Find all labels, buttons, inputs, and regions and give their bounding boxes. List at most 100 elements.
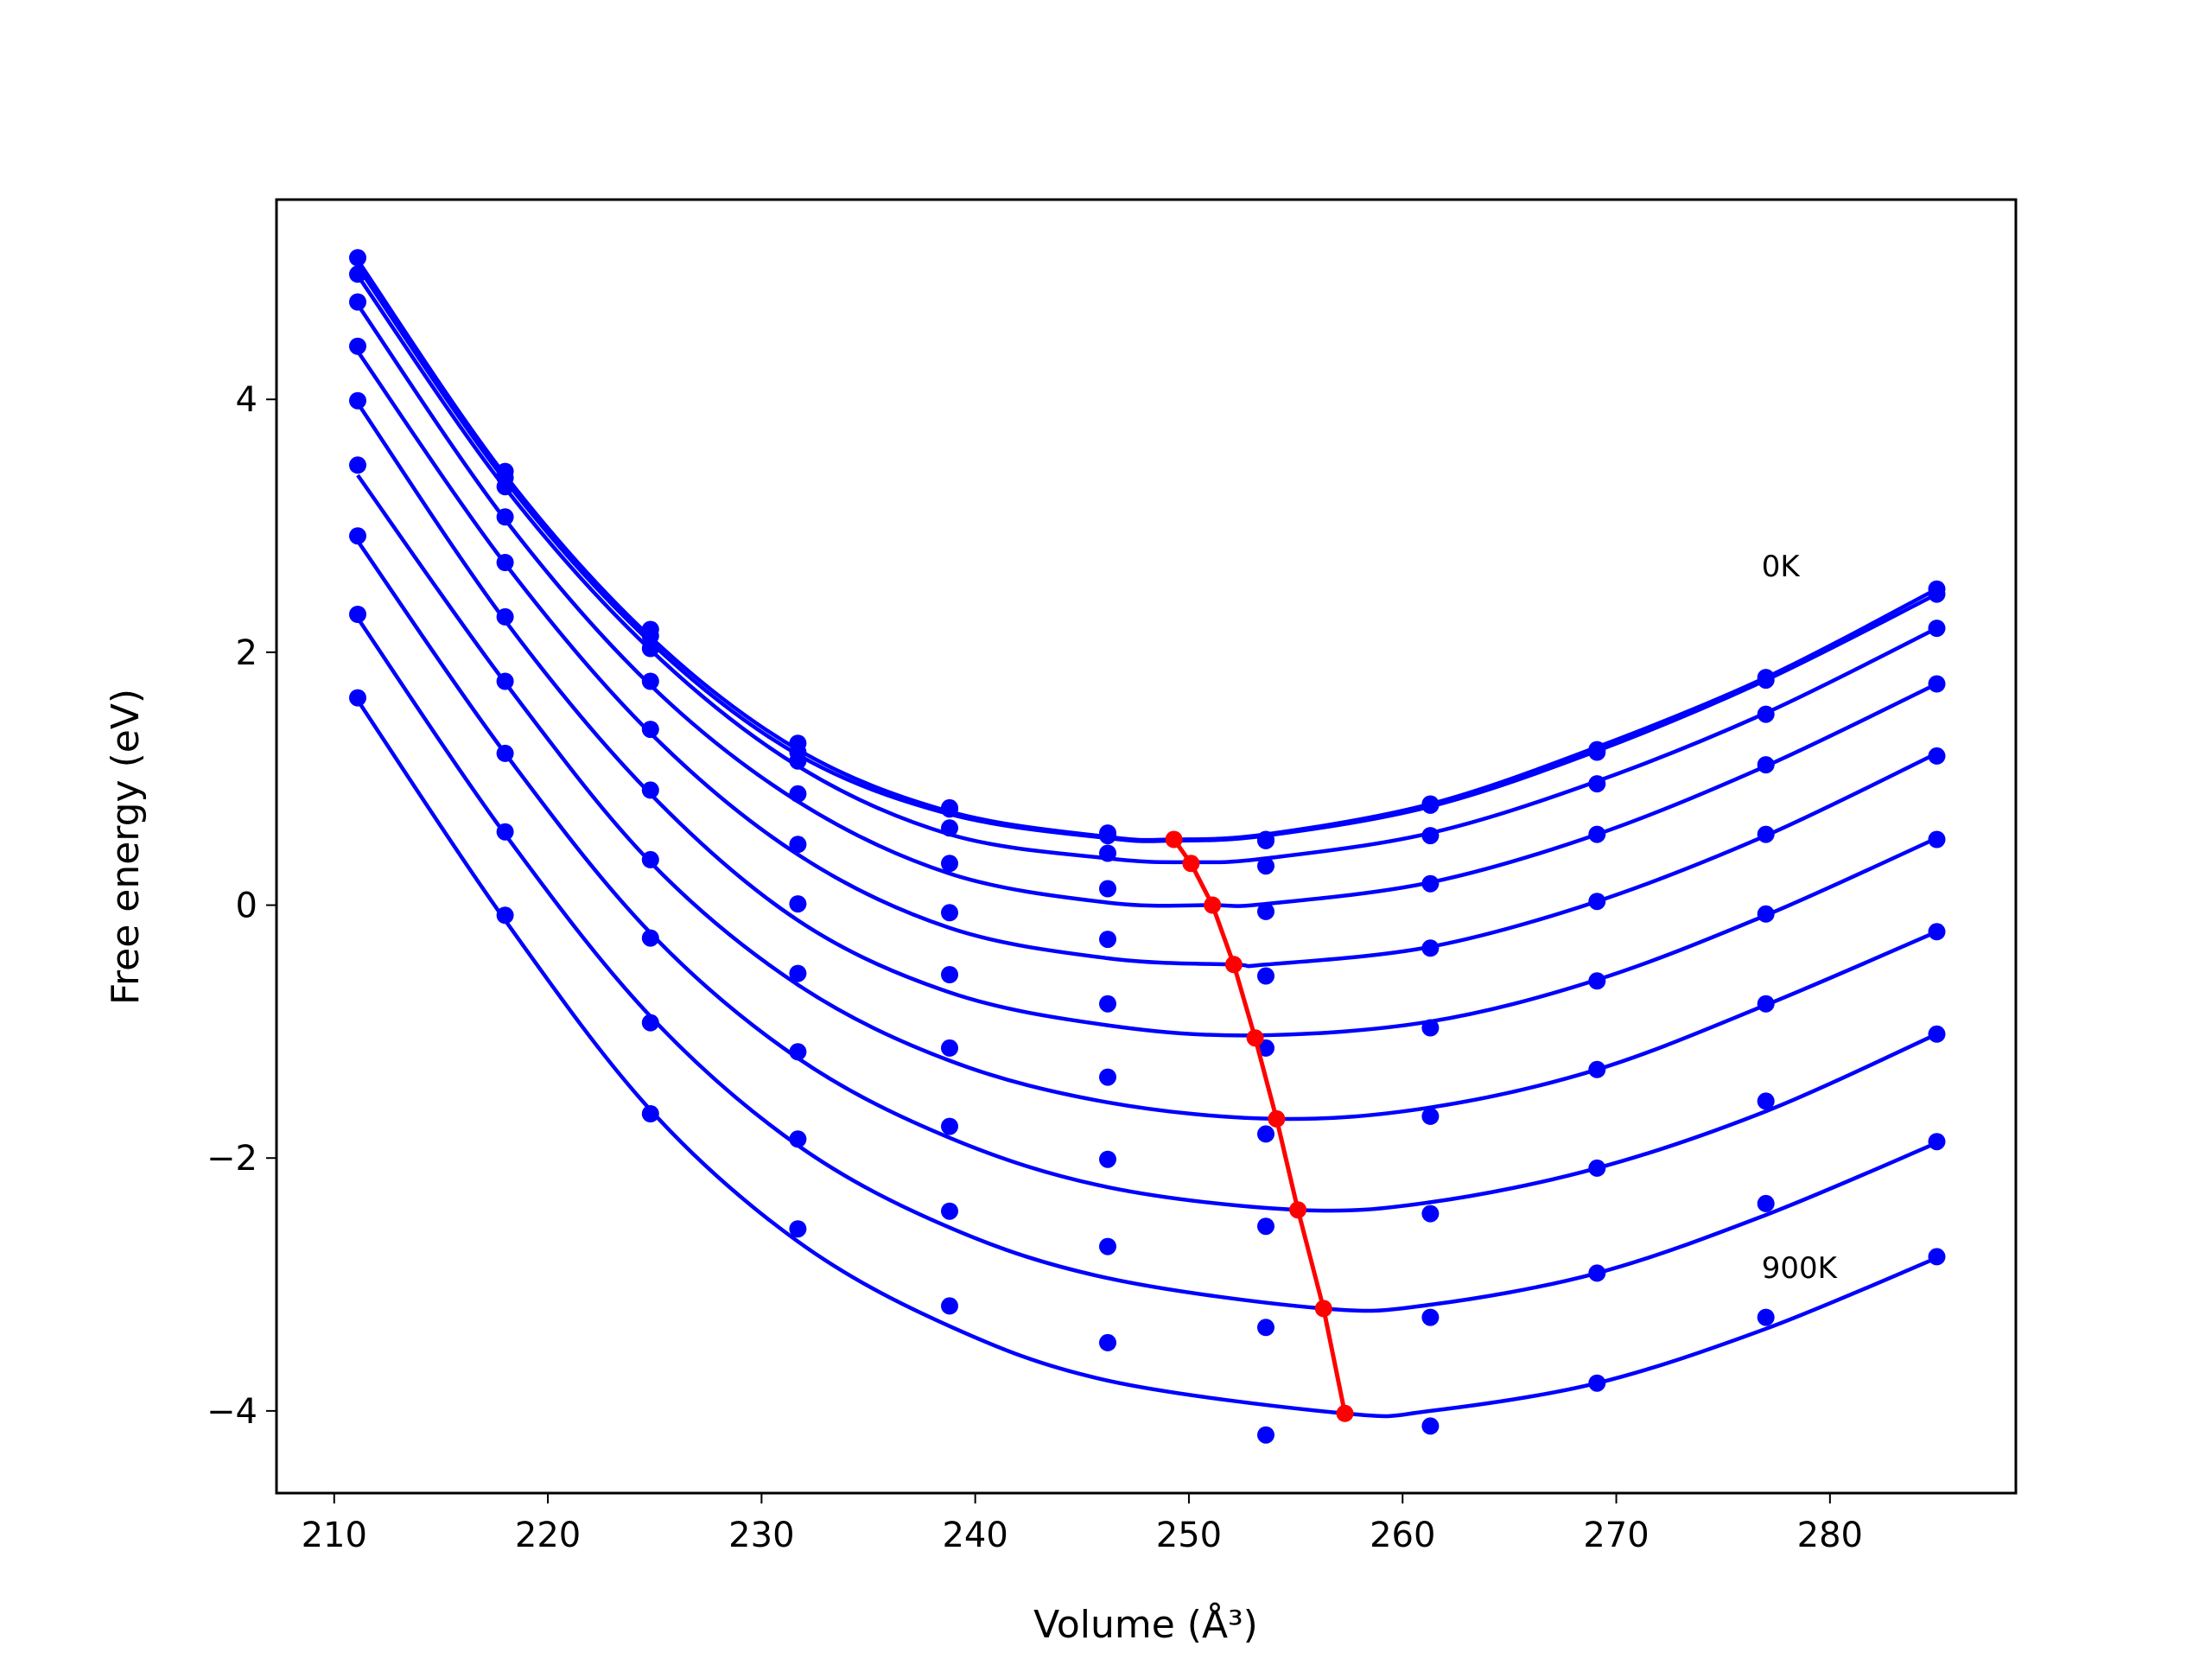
data-point-7-6 xyxy=(1257,1217,1274,1236)
fit-curve-2 xyxy=(356,274,1938,865)
data-point-9-5 xyxy=(1257,1426,1274,1444)
data-point-5-3 xyxy=(789,895,807,913)
data-point-4-4 xyxy=(941,904,958,922)
data-point-4-1 xyxy=(496,554,514,571)
fit-curve-1 xyxy=(356,265,1938,843)
data-point-9-8 xyxy=(1757,1308,1775,1326)
data-point-5-2 xyxy=(641,781,659,799)
x-tick-label-250: 250 xyxy=(1156,1516,1222,1555)
fit-curve-0 xyxy=(356,258,1938,842)
data-point-8-0 xyxy=(349,689,366,707)
data-point-8-1 xyxy=(496,823,514,841)
fit-curve-9 xyxy=(356,699,1938,1419)
fit-curve-5 xyxy=(356,402,1938,1038)
data-point-4-7 xyxy=(1421,939,1440,957)
minima-point-7 xyxy=(1314,1300,1332,1318)
fit-curve-3 xyxy=(356,303,1938,908)
data-point-7-4 xyxy=(941,1117,958,1135)
data-point-1-8 xyxy=(1588,743,1606,761)
data-point-2-2 xyxy=(641,639,659,658)
data-point-5-7 xyxy=(1421,1019,1440,1037)
y-axis-ticks: −4 −2 0 2 4 xyxy=(207,380,276,1432)
data-point-7-3 xyxy=(789,1043,807,1061)
x-tick-label-240: 240 xyxy=(942,1516,1007,1555)
y-axis-label: Free energy (eV) xyxy=(104,689,148,1005)
data-point-1-5 xyxy=(1099,827,1116,845)
data-point-8-3 xyxy=(789,1130,807,1148)
data-point-7-10 xyxy=(1928,1025,1946,1043)
data-point-1-7 xyxy=(1421,796,1440,814)
data-point-3-9 xyxy=(1757,756,1775,774)
data-point-4-0 xyxy=(349,391,366,410)
data-point-2-9 xyxy=(1757,705,1775,723)
y-tick-label-2: 2 xyxy=(236,633,257,673)
data-point-2-8 xyxy=(1588,775,1606,793)
data-point-3-5 xyxy=(1099,880,1116,898)
data-point-9-1 xyxy=(641,1105,659,1122)
data-point-3-3 xyxy=(789,785,807,803)
data-point-1-10 xyxy=(1928,585,1946,603)
data-point-7-1 xyxy=(496,744,514,762)
data-point-8-9 xyxy=(1757,1194,1775,1212)
data-point-5-5 xyxy=(1099,995,1116,1013)
data-point-7-7 xyxy=(1421,1205,1440,1223)
minima-point-6 xyxy=(1289,1201,1307,1219)
data-point-6-10 xyxy=(1928,923,1946,941)
data-point-4-2 xyxy=(641,721,659,739)
data-point-7-5 xyxy=(1099,1150,1116,1168)
data-point-6-2 xyxy=(641,850,659,868)
data-point-5-9 xyxy=(1757,905,1775,923)
data-point-4-3 xyxy=(789,836,807,854)
x-axis-label: Volume (Å³) xyxy=(1033,1601,1258,1647)
minima-point-4 xyxy=(1246,1029,1264,1047)
data-point-6-6 xyxy=(1257,1125,1274,1143)
data-point-1-4 xyxy=(941,798,958,817)
data-point-4-10 xyxy=(1928,747,1946,765)
data-point-6-3 xyxy=(789,964,807,982)
data-point-3-10 xyxy=(1928,675,1946,693)
data-point-2-1 xyxy=(496,478,514,496)
data-point-5-10 xyxy=(1928,830,1946,849)
data-point-5-0 xyxy=(349,456,366,474)
x-tick-label-230: 230 xyxy=(728,1516,794,1555)
data-point-7-9 xyxy=(1757,1092,1775,1110)
data-point-1-9 xyxy=(1757,671,1775,690)
plot-frame xyxy=(275,198,2018,1495)
data-point-3-7 xyxy=(1421,874,1440,893)
data-point-5-8 xyxy=(1588,972,1606,990)
data-point-8-4 xyxy=(941,1202,958,1220)
data-point-2-7 xyxy=(1421,827,1440,845)
data-point-6-5 xyxy=(1099,1068,1116,1086)
data-point-3-4 xyxy=(941,855,958,873)
data-point-9-7 xyxy=(1588,1374,1606,1392)
data-point-4-9 xyxy=(1757,825,1775,843)
x-tick-label-280: 280 xyxy=(1797,1516,1863,1555)
y-tick-label--4: −4 xyxy=(207,1392,257,1432)
data-point-2-5 xyxy=(1099,844,1116,862)
data-point-9-4 xyxy=(1099,1333,1116,1351)
data-points-layer xyxy=(349,249,1946,1444)
y-tick-label-0: 0 xyxy=(236,887,257,926)
x-tick-label-210: 210 xyxy=(302,1516,367,1555)
data-point-9-9 xyxy=(1928,1248,1946,1266)
fit-curve-4 xyxy=(356,350,1938,969)
data-point-2-3 xyxy=(789,752,807,770)
annotation-0k: 0K xyxy=(1762,550,1802,584)
y-tick-label-4: 4 xyxy=(236,380,257,420)
fit-curves-layer xyxy=(356,258,1938,1419)
data-point-9-0 xyxy=(496,906,514,925)
data-point-4-8 xyxy=(1588,893,1606,911)
minima-point-3 xyxy=(1224,956,1243,974)
data-point-9-6 xyxy=(1421,1417,1440,1435)
data-point-3-8 xyxy=(1588,825,1606,843)
data-point-2-4 xyxy=(941,819,958,837)
x-tick-label-260: 260 xyxy=(1370,1516,1435,1555)
data-point-6-9 xyxy=(1757,995,1775,1013)
data-point-7-2 xyxy=(641,929,659,947)
data-point-5-4 xyxy=(941,966,958,983)
data-point-3-0 xyxy=(349,337,366,355)
minima-layer xyxy=(1165,830,1354,1422)
data-point-6-8 xyxy=(1588,1060,1606,1078)
minima-point-2 xyxy=(1204,896,1222,914)
